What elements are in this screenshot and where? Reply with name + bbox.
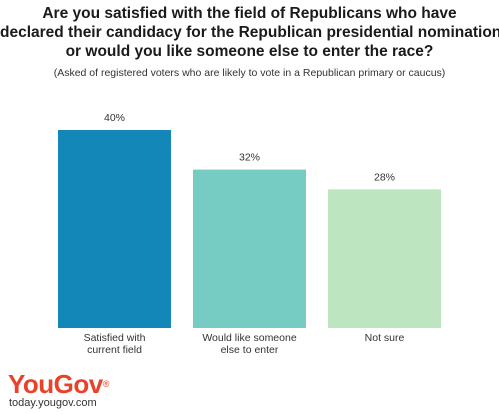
bar-1	[58, 130, 171, 328]
chart-title: Are you satisfied with the field of Repu…	[0, 4, 499, 61]
title-line-2: declared their candidacy for the Republi…	[0, 24, 499, 41]
bar-3	[328, 189, 441, 328]
title-line-1: Are you satisfied with the field of Repu…	[42, 5, 457, 22]
value-label-3: 28%	[374, 171, 395, 183]
yougov-logo[interactable]: YouGov®	[8, 370, 109, 398]
logo-text: YouGov	[8, 369, 103, 399]
category-label-line: Would like someone	[202, 332, 297, 344]
category-label-line: current field	[87, 344, 142, 356]
value-label-2: 32%	[239, 152, 260, 164]
registered-mark: ®	[102, 379, 110, 389]
title-line-3: or would you like someone else to enter …	[65, 43, 434, 60]
value-label-1: 40%	[104, 112, 125, 124]
category-label-3: Not sure	[320, 332, 450, 344]
chart-subtitle: (Asked of registered voters who are like…	[53, 67, 446, 79]
category-label-line: Not sure	[364, 332, 405, 344]
bar-2	[193, 169, 306, 328]
category-label-1: Satisfied with current field	[50, 332, 180, 356]
category-label-2: Would like someone else to enter	[185, 332, 315, 356]
source-url[interactable]: today.yougov.com	[9, 397, 97, 409]
category-label-line: else to enter	[220, 344, 279, 356]
category-label-line: Satisfied with	[83, 332, 146, 344]
